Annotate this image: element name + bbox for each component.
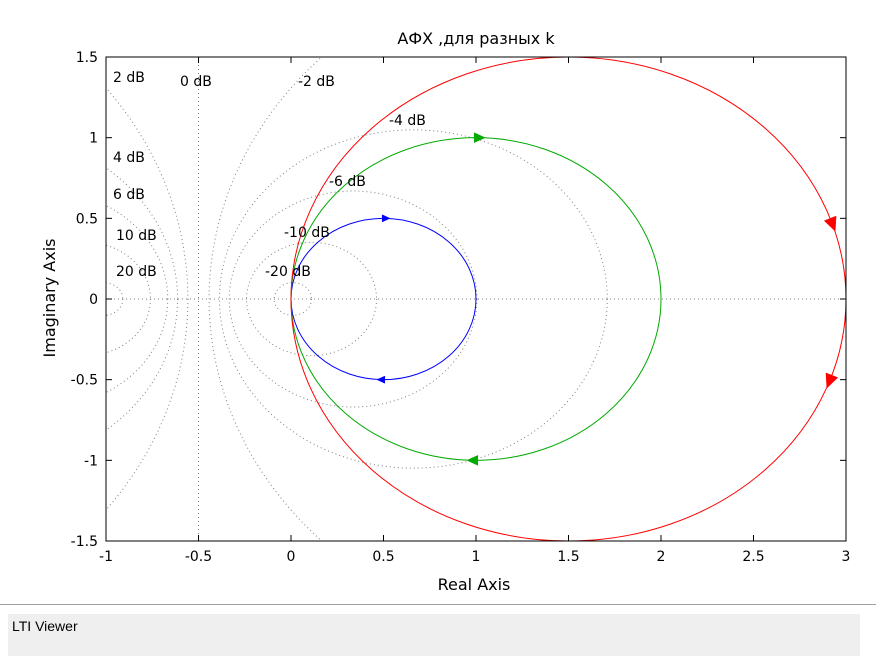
series-arrow-upper — [823, 215, 837, 232]
series-arrow-lower — [376, 375, 386, 384]
y-tick-label: 0 — [89, 292, 98, 308]
x-tick-label: 2 — [657, 549, 666, 565]
m-circle — [273, 282, 313, 316]
x-axis-label: Real Axis — [438, 575, 511, 594]
x-tick-label: 2.5 — [742, 549, 764, 565]
y-tick-label: 1 — [89, 131, 98, 147]
x-tick-label: -0.5 — [185, 549, 212, 565]
m-circle-grid — [106, 57, 846, 541]
status-label: LTI Viewer — [12, 618, 78, 634]
y-axis-label: Imaginary Axis — [40, 239, 59, 358]
grid-db-label: -6 dB — [329, 174, 366, 190]
y-tick-label: 0.5 — [76, 211, 98, 227]
x-tick-label: 0 — [287, 549, 296, 565]
y-tick-label: -0.5 — [71, 373, 98, 389]
grid-db-label: 4 dB — [113, 150, 145, 166]
grid-db-label: 20 dB — [116, 264, 157, 280]
m-circle — [246, 241, 378, 357]
series-arrow-upper — [473, 132, 486, 144]
chart-title: АФХ ,для разных k — [397, 29, 555, 48]
grid-db-label: -2 dB — [298, 74, 335, 90]
x-tick-label: -1 — [99, 549, 113, 565]
grid-label-layer: 2 dB 0 dB -2 dB -4 dB 4 dB 6 dB -6 dB 10 dB -10 … — [113, 70, 426, 280]
series-arrow-upper — [381, 214, 391, 223]
grid-db-label: -20 dB — [265, 264, 311, 280]
m-circle — [208, 57, 323, 541]
nyquist-plot: -1 -0.5 0 0.5 1 1.5 2 2.5 3-1.5-1-0.500.511.5 2 … — [40, 29, 851, 594]
y-tick-label: -1.5 — [71, 534, 98, 550]
m-circle — [106, 167, 179, 431]
series-layer — [290, 57, 846, 541]
x-tick-label: 1 — [472, 549, 481, 565]
x-tick-label: 3 — [842, 549, 851, 565]
tick-layer: -1 -0.5 0 0.5 1 1.5 2 2.5 3-1.5-1-0.500.511.5 — [71, 50, 851, 565]
y-tick-label: 1.5 — [76, 50, 98, 66]
m-circle — [106, 205, 169, 393]
grid-db-label: 6 dB — [113, 187, 145, 203]
x-tick-label: 1.5 — [557, 549, 579, 565]
x-tick-label: 0.5 — [372, 549, 394, 565]
grid-db-label: 2 dB — [113, 70, 145, 86]
m-circle — [218, 129, 608, 469]
series-curve — [290, 57, 846, 541]
grid-db-label: 0 dB — [180, 74, 212, 90]
status-bar: LTI Viewer — [0, 604, 876, 656]
series-arrow-lower — [825, 372, 839, 389]
series-arrow-lower — [466, 454, 479, 466]
grid-db-label: 10 dB — [116, 228, 157, 244]
m-circle — [228, 190, 478, 408]
status-panel: LTI Viewer — [8, 614, 860, 656]
y-tick-label: -1 — [84, 453, 98, 469]
grid-db-label: -10 dB — [284, 225, 330, 241]
status-divider — [0, 604, 876, 605]
grid-db-label: -4 dB — [389, 113, 426, 129]
